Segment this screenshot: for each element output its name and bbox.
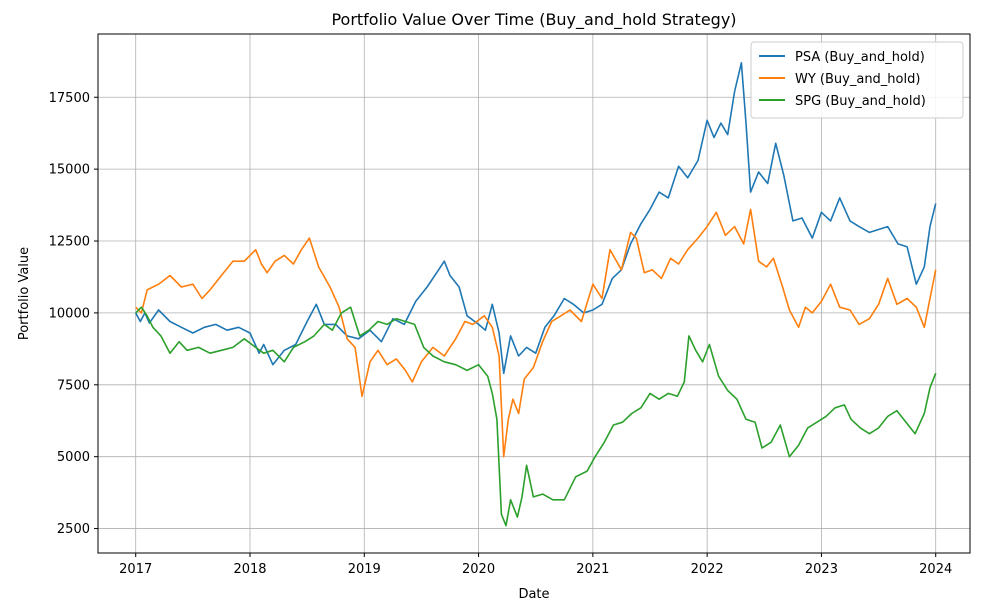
y-tick-label: 5000 [57, 450, 90, 465]
y-tick-label: 7500 [57, 378, 90, 393]
series-line-2 [135, 306, 937, 527]
legend-label-1: WY (Buy_and_hold) [795, 72, 920, 87]
y-tick-label: 10000 [49, 306, 90, 321]
x-tick-label: 2018 [233, 562, 266, 577]
series-lines [134, 61, 937, 527]
y-tick-label: 12500 [49, 235, 90, 250]
legend-box [750, 41, 964, 119]
x-tick-label: 2020 [462, 562, 495, 577]
x-tick-label: 2024 [919, 562, 952, 577]
x-tick-label: 2023 [805, 562, 838, 577]
x-axis-label: Date [518, 587, 549, 601]
y-tick-label: 17500 [49, 91, 90, 106]
x-tick-label: 2017 [119, 562, 152, 577]
x-tick-label: 2019 [348, 562, 381, 577]
plot-frame [97, 33, 971, 554]
series-line-1 [135, 208, 937, 458]
y-tick-label: 2500 [57, 522, 90, 537]
chart-title: Portfolio Value Over Time (Buy_and_hold … [331, 10, 736, 30]
axis-ticks: 2017 2018 2019 2020 2021 2022 2023 2024 2500 5000… [49, 91, 953, 577]
x-tick-label: 2022 [691, 562, 724, 577]
series-line-0 [134, 61, 937, 375]
x-tick-label: 2021 [576, 562, 609, 577]
legend-label-2: SPG (Buy_and_hold) [795, 94, 926, 109]
legend-label-0: PSA (Buy_and_hold) [795, 50, 925, 65]
y-tick-label: 15000 [49, 163, 90, 178]
legend: PSA (Buy_and_hold) WY (Buy_and_hold) SPG (… [750, 41, 964, 119]
y-axis-label: Portfolio Value [17, 247, 32, 340]
